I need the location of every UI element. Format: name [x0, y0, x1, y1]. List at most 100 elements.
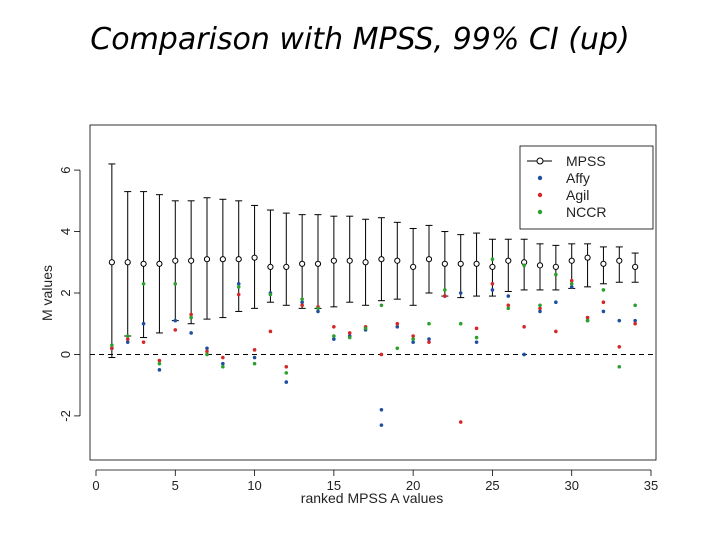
data-point-nccr — [316, 306, 320, 311]
legend-swatch — [537, 175, 543, 181]
data-point-agil — [221, 355, 225, 360]
data-point-nccr — [554, 272, 558, 277]
x-tick-label: 0 — [92, 478, 99, 493]
data-point-nccr — [332, 334, 336, 338]
mpss-point — [393, 221, 401, 300]
mpss-marker — [156, 260, 163, 267]
data-point-affy — [157, 368, 162, 372]
data-point-affy — [332, 337, 336, 341]
mpss-marker — [410, 263, 417, 270]
mpss-point — [362, 218, 370, 306]
legend-swatch — [537, 209, 543, 215]
mpss-point — [441, 231, 449, 297]
data-point-nccr — [585, 318, 590, 323]
data-point-affy — [506, 294, 511, 298]
mpss-marker — [330, 257, 337, 264]
data-point-agil — [252, 348, 257, 352]
data-point-affy — [395, 325, 400, 329]
slide-title: Comparison with MPSS, 99% CI (up) — [90, 22, 630, 57]
data-point-agil — [205, 349, 209, 354]
data-point-agil — [506, 303, 511, 308]
data-point-agil — [569, 278, 574, 283]
mpss-marker — [457, 260, 464, 267]
data-point-affy — [379, 423, 384, 427]
mpss-point — [155, 194, 163, 334]
data-point-nccr — [236, 285, 241, 289]
data-point-affy — [554, 300, 558, 305]
x-axis-title: ranked MPSS A values — [301, 490, 443, 506]
data-point-nccr — [490, 257, 495, 262]
legend-label: Agil — [566, 187, 589, 203]
data-point-affy — [458, 291, 463, 295]
data-point-affy — [474, 340, 479, 344]
mpss-point — [377, 217, 385, 302]
data-point-agil — [617, 344, 622, 349]
x-tick-label: 5 — [172, 478, 179, 493]
x-tick-label: 30 — [564, 478, 578, 493]
mpss-point — [330, 215, 338, 308]
legend-entry-mpss: MPSS — [527, 153, 606, 169]
mpss-point — [282, 212, 290, 306]
data-point-affy — [125, 340, 130, 344]
data-point-nccr — [411, 337, 415, 341]
mpss-marker — [616, 257, 623, 264]
data-point-agil — [585, 315, 590, 320]
legend-label: NCCR — [566, 204, 606, 220]
y-axis: -2 0 2 4 6 — [58, 166, 81, 422]
mpss-marker — [425, 256, 433, 263]
data-point-nccr — [506, 306, 511, 311]
data-point-nccr — [458, 321, 463, 326]
data-point-affy — [601, 309, 606, 314]
data-point-agil — [395, 321, 400, 326]
mpss-marker — [299, 260, 306, 267]
y-tick-label: 6 — [58, 166, 73, 173]
data-point-agil — [173, 328, 178, 332]
data-point-agil — [522, 325, 526, 329]
mpss-marker — [584, 254, 591, 261]
mpss-marker — [172, 257, 179, 264]
data-point-agil — [300, 303, 304, 308]
data-point-agil — [189, 312, 193, 317]
data-point-affy — [569, 285, 574, 289]
data-point-affy — [379, 407, 384, 412]
mpss-point — [219, 198, 227, 319]
data-point-affy — [538, 309, 542, 314]
legend-entry-agil: Agil — [537, 187, 589, 203]
mpss-point — [615, 246, 623, 283]
data-point-agil — [268, 329, 273, 334]
mpss-point — [409, 227, 417, 306]
data-point-nccr — [601, 288, 606, 292]
x-tick-label: 10 — [247, 478, 261, 493]
legend-entry-nccr: NCCR — [537, 204, 606, 220]
mpss-point — [314, 214, 322, 309]
data-point-agil — [443, 294, 447, 298]
mpss-point — [203, 197, 211, 320]
data-point-nccr — [617, 364, 622, 369]
mpss-series — [108, 163, 639, 359]
mpss-point — [346, 215, 354, 303]
mpss-point — [631, 252, 639, 283]
data-point-agil — [538, 306, 542, 311]
data-point-nccr — [395, 346, 400, 351]
mpss-point — [457, 234, 465, 299]
y-tick-label: 0 — [58, 351, 73, 358]
y-tick-label: 2 — [58, 289, 73, 296]
mpss-marker — [108, 259, 115, 266]
mpss-marker — [362, 259, 369, 266]
data-point-nccr — [427, 321, 431, 326]
data-point-nccr — [110, 343, 114, 348]
data-point-nccr — [157, 361, 162, 366]
data-point-nccr — [300, 297, 304, 301]
legend-swatch-marker — [536, 157, 544, 165]
data-point-affy — [617, 318, 622, 323]
data-point-agil — [284, 364, 289, 369]
y-tick-label: -2 — [58, 410, 73, 422]
data-point-nccr — [221, 364, 225, 369]
x-tick-label: 25 — [485, 478, 499, 493]
x-tick-label: 35 — [644, 478, 658, 493]
mpss-point — [599, 246, 607, 285]
y-axis-title: M values — [39, 265, 55, 321]
mpss-marker — [203, 256, 211, 263]
data-point-agil — [633, 321, 637, 326]
